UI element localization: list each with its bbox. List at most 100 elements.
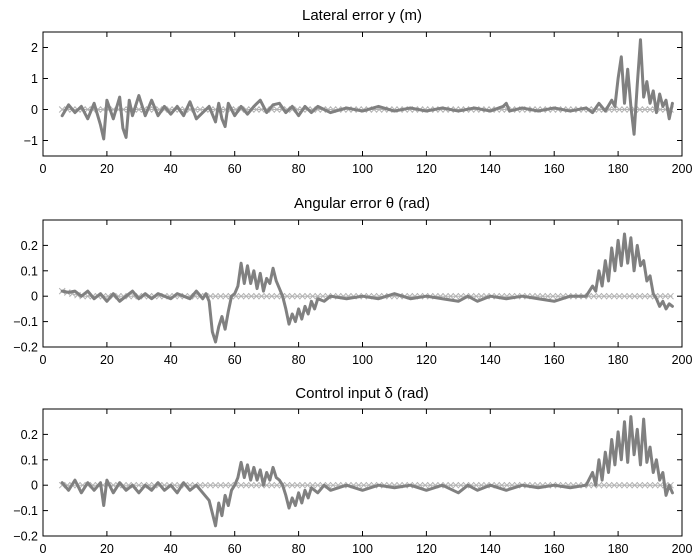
control-input-reference-marker (217, 481, 224, 489)
angular-error-reference-marker (626, 292, 633, 300)
lateral-error-y-tick-label: 1 (31, 72, 38, 86)
control-input-reference-marker (616, 481, 623, 489)
control-input-reference-marker (273, 481, 281, 489)
angular-error-reference-marker (667, 292, 674, 300)
control-input-plot: 0 20 40 60 80 100 120 140 160 180 200 −0.2 −0.1 0 0.1 0… (13, 408, 692, 556)
control-input-x-tick-label: 140 (480, 542, 501, 556)
angular-error-reference-marker (610, 292, 618, 300)
control-input-x-tick-label: 180 (608, 542, 629, 556)
control-input-reference-marker (636, 481, 644, 489)
control-input-reference-marker (268, 481, 276, 489)
angular-error-reference-marker (447, 292, 455, 300)
angular-error-title: Angular error θ (rad) (294, 195, 430, 212)
control-input-x-tick-label: 80 (292, 542, 306, 556)
control-input-reference-marker (201, 481, 209, 489)
control-input-reference-marker (452, 481, 460, 489)
control-input-reference-marker (212, 481, 219, 489)
lateral-error-x-tick-label: 40 (164, 162, 178, 176)
control-input-reference-marker (651, 481, 659, 489)
angular-error-reference-marker (636, 292, 644, 300)
angular-error-reference-marker (616, 292, 623, 300)
lateral-error-x-tick-label: 180 (608, 162, 629, 176)
angular-error-reference-marker (605, 292, 613, 300)
angular-error-frame (42, 219, 683, 348)
lateral-error-x-tick-label: 60 (228, 162, 242, 176)
control-input-reference-markers (58, 481, 674, 489)
control-input-reference-marker (222, 481, 230, 489)
control-input-reference-marker (457, 481, 465, 489)
control-input-reference-marker (610, 481, 618, 489)
angular-error-reference-marker (309, 292, 317, 300)
angular-error-reference-marker (283, 292, 291, 300)
angular-error-x-tick-label: 60 (228, 353, 242, 367)
lateral-error-panel: Lateral error y (m) 0 20 40 60 80 100 120 140 16… (24, 7, 692, 176)
angular-error-y-tick-label: −0.1 (13, 315, 38, 329)
angular-error-reference-marker (662, 292, 669, 300)
angular-error-reference-marker (288, 292, 296, 300)
control-input-reference-marker (605, 481, 613, 489)
control-input-x-tick-label: 200 (672, 542, 692, 556)
control-input-x-tick-label: 100 (352, 542, 373, 556)
angular-error-reference-marker (631, 292, 639, 300)
angular-error-x-tick-label: 180 (608, 353, 629, 367)
angular-error-reference-marker (237, 292, 245, 300)
angular-error-y-tick-label: −0.2 (13, 341, 38, 355)
control-input-main-line (60, 415, 674, 528)
control-input-reference-marker (600, 481, 608, 489)
angular-error-reference-marker (452, 292, 460, 300)
angular-error-x-tick-label: 160 (544, 353, 565, 367)
lateral-error-y-tick-label: 2 (31, 41, 38, 55)
lateral-error-reference-marker (610, 106, 618, 113)
angular-error-reference-marker (253, 292, 260, 300)
control-input-y-tick-label: −0.2 (13, 530, 38, 544)
control-input-reference-marker (631, 481, 639, 489)
angular-error-reference-marker (544, 292, 552, 300)
angular-error-reference-marker (268, 292, 276, 300)
angular-error-x-tick-label: 80 (292, 353, 306, 367)
angular-error-x-tick-label: 20 (100, 353, 114, 367)
lateral-error-x-tick-label: 160 (544, 162, 565, 176)
angular-error-x-tick-label: 0 (40, 353, 47, 367)
control-input-reference-marker (283, 481, 291, 489)
angular-error-reference-marker (590, 292, 598, 300)
control-input-reference-marker (641, 481, 649, 489)
angular-error-plot: 0 20 40 60 80 100 120 140 160 180 200 −0.2 −0.1 0 0.1 0… (13, 219, 692, 367)
lateral-error-reference-marker (636, 106, 644, 113)
control-input-y-tick-label: 0.2 (21, 428, 38, 442)
angular-error-reference-marker (600, 292, 608, 300)
control-input-y-tick-label: 0.1 (21, 453, 38, 467)
control-input-reference-marker (646, 481, 654, 489)
angular-error-reference-marker (319, 292, 327, 300)
control-input-panel: Control input δ (rad) 0 20 40 60 80 100 120 140… (13, 385, 692, 556)
control-input-reference-marker (329, 481, 337, 489)
control-input-x-tick-label: 0 (40, 542, 47, 556)
control-input-reference-marker (626, 481, 633, 489)
control-input-reference-marker (247, 481, 255, 489)
angular-error-reference-marker (273, 292, 281, 300)
control-input-y-tick-label: −0.1 (13, 504, 38, 518)
lateral-error-x-tick-label: 100 (352, 162, 373, 176)
control-input-x-tick-label: 160 (544, 542, 565, 556)
angular-error-reference-marker (656, 292, 664, 300)
angular-error-main-line (60, 232, 674, 344)
control-input-y-tick-label: 0 (31, 479, 38, 493)
angular-error-reference-marker (549, 292, 557, 300)
control-input-title: Control input δ (rad) (295, 385, 428, 402)
angular-error-reference-marker (247, 292, 255, 300)
angular-error-reference-marker (258, 292, 265, 300)
control-input-reference-marker (421, 481, 429, 489)
lateral-error-reference-marker (616, 106, 623, 113)
angular-error-reference-marker (217, 292, 224, 300)
lateral-error-x-tick-label: 80 (292, 162, 306, 176)
control-input-x-tick-label: 40 (164, 542, 178, 556)
angular-error-y-tick-label: 0 (31, 290, 38, 304)
lateral-error-x-tick-label: 200 (672, 162, 692, 176)
lateral-error-frame (42, 31, 683, 157)
control-input-reference-marker (237, 481, 245, 489)
lateral-error-x-tick-label: 0 (40, 162, 47, 176)
lateral-error-reference-marker (641, 106, 649, 113)
angular-error-reference-marker (263, 292, 271, 300)
lateral-error-x-tick-label: 120 (416, 162, 437, 176)
